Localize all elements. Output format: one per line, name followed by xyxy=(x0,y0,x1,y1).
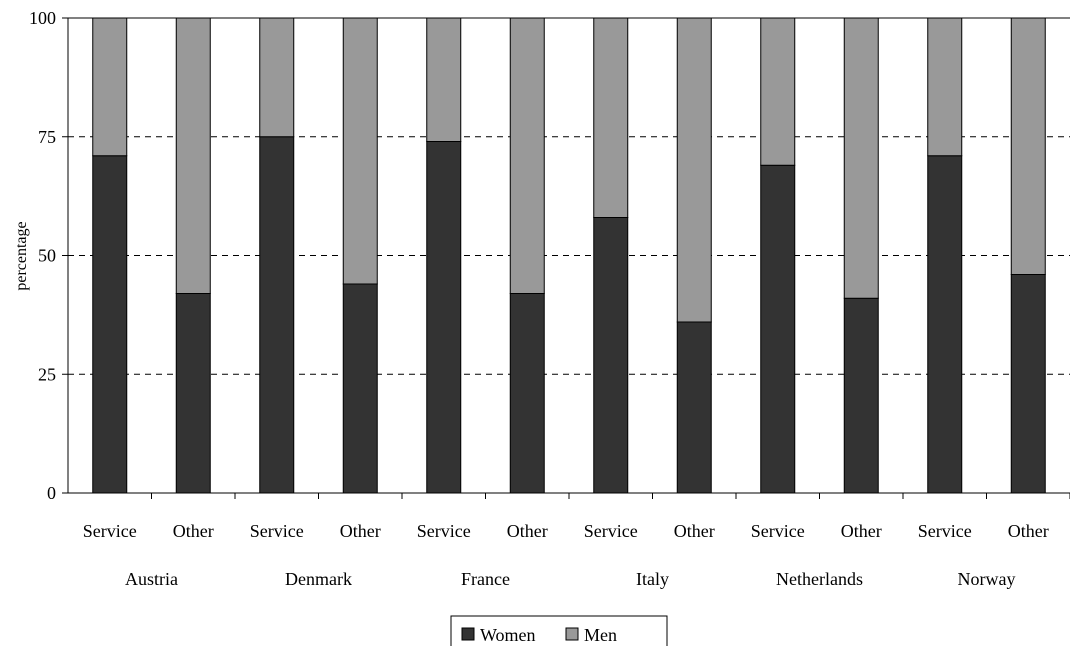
y-axis-label: percentage xyxy=(13,221,30,290)
bar-women xyxy=(342,283,378,494)
axes xyxy=(62,17,1070,499)
bar-men xyxy=(843,17,879,299)
bar-women xyxy=(426,141,462,494)
y-tick-label: 100 xyxy=(29,8,56,28)
legend-swatch-men xyxy=(565,627,579,641)
x-group-label: Austria xyxy=(125,569,178,589)
x-category-label: Service xyxy=(918,521,972,541)
bar-women xyxy=(509,293,545,494)
x-category-label: Other xyxy=(674,521,715,541)
bar-men xyxy=(175,17,211,294)
x-category-label: Service xyxy=(751,521,805,541)
bar-men xyxy=(509,17,545,294)
x-category-label: Service xyxy=(250,521,304,541)
x-group-label: Netherlands xyxy=(776,569,863,589)
y-tick-label: 0 xyxy=(47,483,56,503)
bar-women xyxy=(593,217,629,494)
bar-women xyxy=(843,297,879,494)
legend-label-men: Men xyxy=(584,625,617,645)
x-category-label: Other xyxy=(841,521,882,541)
legend-swatch-women xyxy=(461,627,475,641)
bar-men xyxy=(1010,17,1046,275)
bar-men xyxy=(760,17,796,166)
x-group-label: Italy xyxy=(636,569,669,589)
bar-women xyxy=(1010,274,1046,494)
x-group-label: Denmark xyxy=(285,569,352,589)
x-category-label: Other xyxy=(173,521,214,541)
axis-labels: 0 25 50 75 100 Service Other Service Other Servic… xyxy=(29,8,1049,589)
x-group-label: France xyxy=(461,569,510,589)
bar-men xyxy=(593,17,629,218)
x-category-label: Service xyxy=(83,521,137,541)
x-category-label: Other xyxy=(1008,521,1049,541)
legend-box xyxy=(450,615,668,646)
x-category-label: Service xyxy=(417,521,471,541)
bar-women xyxy=(927,155,963,494)
bar-men xyxy=(676,17,712,323)
x-group-label: Norway xyxy=(958,569,1016,589)
bar-men xyxy=(927,17,963,157)
gridlines xyxy=(68,17,1070,375)
bar-women xyxy=(259,136,295,494)
bar-women xyxy=(175,293,211,494)
bar-women xyxy=(92,155,128,494)
y-tick-label: 50 xyxy=(38,246,56,266)
x-category-label: Service xyxy=(584,521,638,541)
y-tick-label: 75 xyxy=(38,127,56,147)
y-tick-label: 25 xyxy=(38,364,56,384)
bar-men xyxy=(92,17,128,157)
legend-label-women: Women xyxy=(480,625,536,645)
bar-men xyxy=(342,17,378,285)
bar-men xyxy=(426,17,462,142)
bar-women xyxy=(676,321,712,494)
bar-women xyxy=(760,164,796,494)
x-category-label: Other xyxy=(340,521,381,541)
bars xyxy=(92,17,1046,494)
legend: Women Men xyxy=(450,615,668,646)
x-category-label: Other xyxy=(507,521,548,541)
bar-men xyxy=(259,17,295,138)
